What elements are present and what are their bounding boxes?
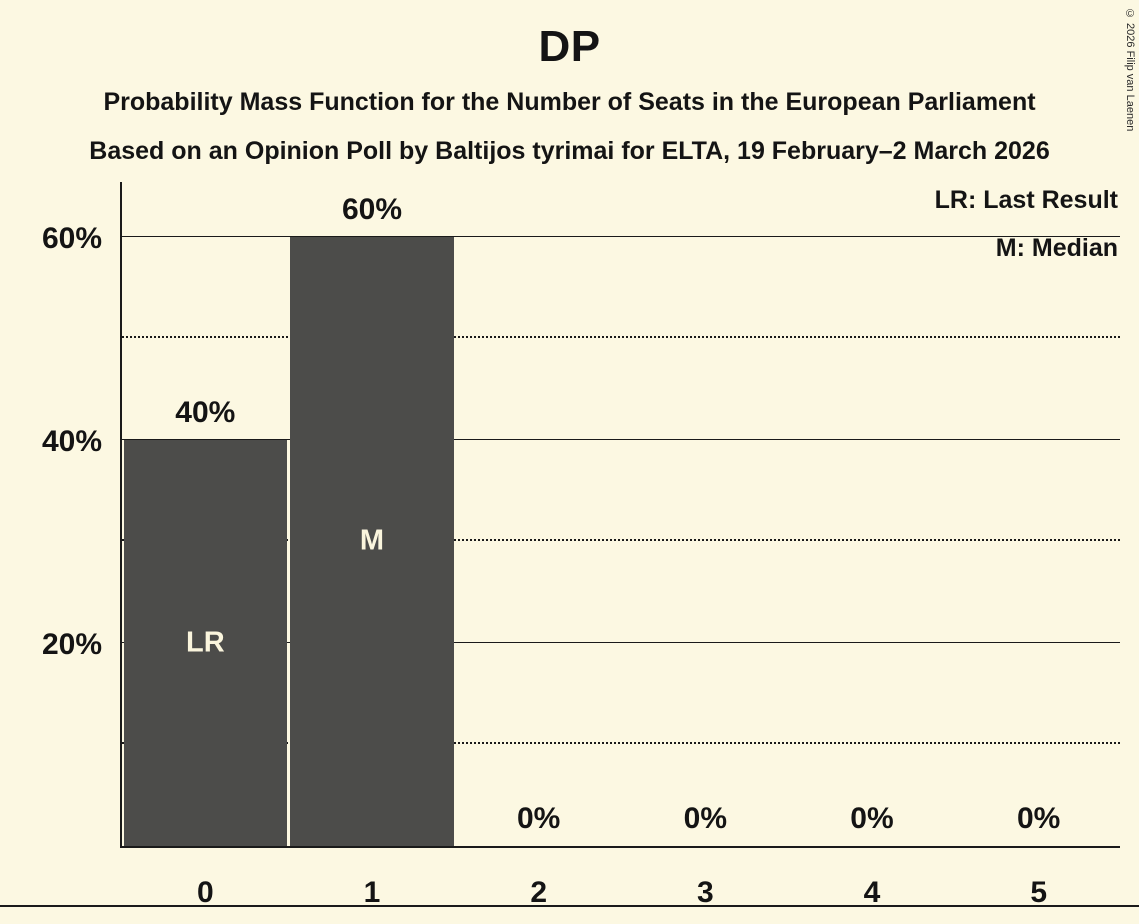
legend-median: M: Median: [995, 234, 1118, 262]
bar-value-label-1: 60%: [341, 192, 402, 226]
x-axis-label-0: 0: [196, 876, 214, 909]
x-axis-label-1: 1: [363, 876, 381, 909]
y-axis-label-20: 20%: [41, 627, 102, 661]
gridline-solid-20: [122, 641, 1120, 643]
x-axis-label-2: 2: [530, 876, 547, 909]
gridline-dotted-30: [122, 539, 1120, 542]
copyright-notice: © 2026 Filip van Laenen: [1124, 8, 1136, 132]
gridline-solid-60: [122, 235, 1120, 237]
gridline-dotted-50: [122, 336, 1120, 339]
x-axis-label-5: 5: [1030, 876, 1047, 909]
bar-0: LR: [123, 439, 288, 846]
bar-1: M: [290, 236, 454, 846]
gridline-solid-40: [122, 438, 1120, 440]
chart-source-line: Based on an Opinion Poll by Baltijos tyr…: [89, 137, 1050, 165]
page-title: DP: [538, 22, 601, 71]
gridline-dotted-10: [122, 742, 1120, 745]
y-axis-label-40: 40%: [41, 424, 102, 458]
bar-value-label-2: 0%: [516, 802, 561, 835]
bar-inner-label-0: LR: [185, 626, 225, 659]
legend-last-result: LR: Last Result: [934, 186, 1118, 214]
bar-value-label-3: 0%: [683, 802, 727, 835]
x-axis-label-3: 3: [696, 876, 714, 909]
bottom-border-line: [0, 905, 1139, 907]
bar-inner-label-1: M: [359, 524, 385, 557]
bar-value-label-4: 0%: [850, 802, 894, 835]
y-axis-label-60: 60%: [41, 221, 102, 255]
plot-area: 20% 40% 60% LR 40% 0 M 60% 1 0% 2 0% 3 0% 4 0% 5: [42, 182, 1120, 909]
bar-value-label-5: 0%: [1016, 802, 1061, 835]
chart-subtitle: Probability Mass Function for the Number…: [103, 88, 1036, 116]
x-axis-label-4: 4: [863, 876, 881, 909]
bar-value-label-0: 40%: [175, 395, 236, 429]
